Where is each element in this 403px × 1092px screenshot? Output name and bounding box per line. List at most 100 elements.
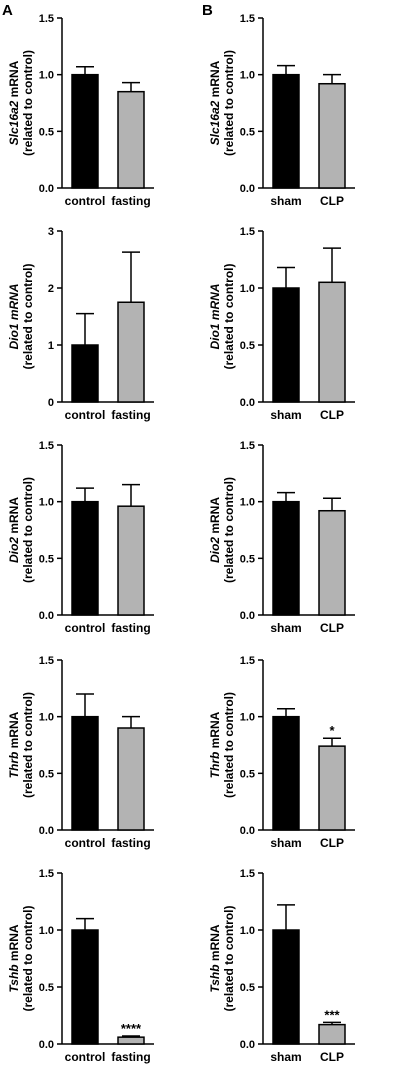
y-axis-label-sub: (related to control): [21, 50, 35, 156]
y-axis-label: Dio2 mRNA: [7, 497, 21, 563]
chart-7: 0.0 0.5 1.0 1.5 control fasting Thrb mRNA (rela…: [7, 655, 154, 850]
y-axis-label-unit: mRNA: [7, 924, 21, 964]
y-axis-label-gene: Dio1 mRNA: [208, 283, 222, 349]
bar: [318, 745, 346, 831]
y-axis-label-sub: (related to control): [222, 477, 236, 583]
significance-marker: ****: [121, 1021, 142, 1036]
y-axis-label: Thrb mRNA: [208, 711, 222, 778]
y-tick-label: 0.0: [39, 183, 54, 195]
y-axis-label-gene: Tshb: [208, 964, 222, 992]
panel-label-a: A: [2, 2, 13, 19]
y-axis-label-gene: Thrb: [208, 752, 222, 779]
y-tick-label: 1.5: [240, 655, 255, 667]
y-tick-label: 0.5: [240, 126, 255, 138]
x-tick-label: control: [65, 1050, 106, 1064]
y-tick-label: 0.5: [240, 982, 255, 994]
y-axis-label-sub: (related to control): [222, 692, 236, 798]
y-axis-label-unit: mRNA: [7, 497, 21, 537]
bar: [318, 509, 346, 616]
x-tick-label: sham: [270, 194, 301, 208]
y-tick-label: 0.0: [39, 1039, 54, 1051]
x-tick-label: CLP: [320, 408, 344, 422]
y-tick-label: 1.0: [240, 70, 255, 82]
y-tick-label: 1.5: [39, 655, 54, 667]
x-tick-label: sham: [270, 621, 301, 635]
bar: [117, 1036, 145, 1045]
y-tick-label: 1.0: [39, 70, 54, 82]
y-axis-label-gene: Dio2: [7, 537, 21, 563]
y-axis-label-sub: (related to control): [21, 263, 35, 369]
chart-5: 0.0 0.5 1.0 1.5 control fasting Dio2 mRNA (rela…: [7, 440, 154, 635]
y-axis-label-sub: (related to control): [222, 263, 236, 369]
x-tick-label: control: [65, 621, 106, 635]
y-axis-label: Slc16a2 mRNA: [208, 60, 222, 145]
y-tick-label: 1.0: [240, 925, 255, 937]
y-axis-label-gene: Tshb: [7, 964, 21, 992]
y-tick-label: 0.5: [240, 340, 255, 352]
x-tick-label: sham: [270, 1050, 301, 1064]
y-axis-label: Tshb mRNA: [208, 924, 222, 993]
bar: [272, 715, 300, 831]
bar: [272, 500, 300, 616]
y-axis-label-gene: Slc16a2: [7, 100, 21, 145]
bar: [272, 929, 300, 1045]
x-tick-label: CLP: [320, 194, 344, 208]
bar: [71, 73, 99, 189]
x-tick-label: fasting: [111, 194, 150, 208]
y-axis-label: Dio1 mRNA: [208, 283, 222, 349]
x-tick-label: fasting: [111, 1050, 150, 1064]
y-axis-label: Dio1 mRNA: [7, 283, 21, 349]
y-tick-label: 0.0: [240, 183, 255, 195]
bar: [71, 715, 99, 831]
x-tick-label: control: [65, 194, 106, 208]
chart-8: 0.0 0.5 1.0 1.5 sham CLP * Thrb mRNA (related to…: [208, 655, 355, 850]
y-axis-label: Slc16a2 mRNA: [7, 60, 21, 145]
x-tick-label: CLP: [320, 836, 344, 850]
y-axis-label-unit: mRNA: [208, 497, 222, 537]
bar: [71, 500, 99, 616]
y-axis-label-gene: Dio2: [208, 537, 222, 563]
y-axis-label-sub: (related to control): [222, 905, 236, 1011]
chart-3: 0 1 2 3 control fasting Dio1 mRNA (related to c…: [7, 226, 154, 422]
y-tick-label: 0: [48, 397, 54, 409]
y-tick-label: 1.0: [39, 712, 54, 724]
x-tick-label: CLP: [320, 621, 344, 635]
significance-marker: *: [329, 723, 335, 738]
y-tick-label: 0.5: [39, 982, 54, 994]
chart-4: 0.0 0.5 1.0 1.5 sham CLP Dio1 mRNA (related to …: [208, 226, 355, 422]
x-tick-label: sham: [270, 836, 301, 850]
y-axis-label-unit: mRNA: [7, 711, 21, 751]
bar: [272, 287, 300, 403]
y-tick-label: 1.0: [39, 497, 54, 509]
y-tick-label: 0.5: [240, 768, 255, 780]
x-tick-label: fasting: [111, 408, 150, 422]
y-axis-label-unit: mRNA: [208, 924, 222, 964]
x-tick-label: control: [65, 408, 106, 422]
y-tick-label: 0.5: [39, 126, 54, 138]
y-tick-label: 1.5: [240, 440, 255, 452]
bar: [117, 90, 145, 189]
x-tick-label: fasting: [111, 621, 150, 635]
x-tick-label: control: [65, 836, 106, 850]
x-tick-label: fasting: [111, 836, 150, 850]
y-tick-label: 1.0: [240, 497, 255, 509]
y-tick-label: 3: [48, 226, 54, 238]
y-tick-label: 1.0: [240, 283, 255, 295]
y-axis-label: Tshb mRNA: [7, 924, 21, 993]
y-tick-label: 0.0: [240, 610, 255, 622]
y-tick-label: 1.5: [240, 868, 255, 880]
y-tick-label: 0.0: [240, 397, 255, 409]
y-axis-label: Thrb mRNA: [7, 711, 21, 778]
significance-marker: ***: [324, 1007, 340, 1022]
y-tick-label: 1.5: [39, 13, 54, 25]
bar: [117, 505, 145, 616]
y-tick-label: 1.5: [39, 440, 54, 452]
y-axis-label-unit: mRNA: [208, 711, 222, 751]
y-tick-label: 0.0: [240, 825, 255, 837]
y-tick-label: 0.5: [39, 553, 54, 565]
x-tick-label: CLP: [320, 1050, 344, 1064]
y-axis-label-gene: Dio1 mRNA: [7, 283, 21, 349]
y-axis-label-sub: (related to control): [222, 50, 236, 156]
